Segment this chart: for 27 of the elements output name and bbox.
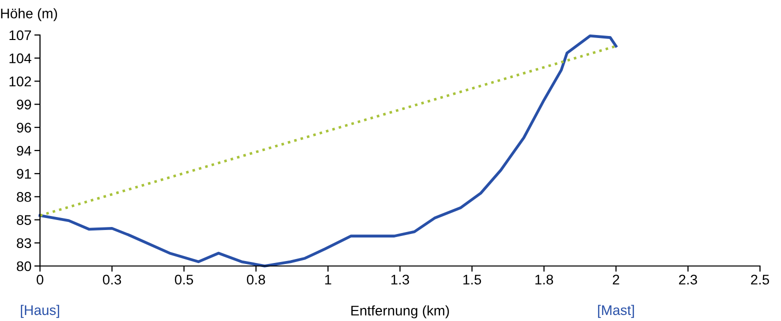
x-tick-label: 0: [36, 274, 44, 285]
x-tick-label: 0.8: [246, 274, 266, 285]
x-tick-label: 1.8: [535, 274, 554, 285]
y-tick-label: 102: [10, 76, 31, 86]
y-tick-label: 91: [16, 168, 31, 179]
x-tick-label: 1: [325, 274, 332, 284]
y-tick-label: 83: [16, 238, 32, 248]
y-tick-label: 107: [10, 30, 31, 40]
text: [Haus]: [20, 304, 60, 318]
text: [Mast]: [598, 304, 634, 318]
x-tick-label: 2.5: [751, 274, 770, 285]
y-tick-label: 99: [16, 100, 32, 110]
x-tick-label: 0.3: [102, 274, 122, 285]
y-tick-label: 85: [16, 215, 32, 225]
line-series: [38, 34, 618, 268]
x-tick-label: 0.5: [174, 274, 194, 285]
x-tick-label: 2.3: [679, 274, 698, 285]
y-tick-label: 94: [16, 146, 32, 156]
x-axis-title: Entfernung (km): [351, 305, 449, 318]
x-tick-label: 2: [612, 274, 620, 284]
x-tick-label: 1.3: [391, 274, 410, 285]
y-tick-label: 96: [16, 122, 32, 133]
y-axis-title: Höhe (m): [1, 8, 58, 22]
y-tick-label: 88: [16, 192, 32, 202]
x-tick-label: 1.5: [463, 274, 482, 285]
y-tick-label: 104: [10, 53, 32, 64]
y-tick-label: 80: [16, 261, 32, 272]
